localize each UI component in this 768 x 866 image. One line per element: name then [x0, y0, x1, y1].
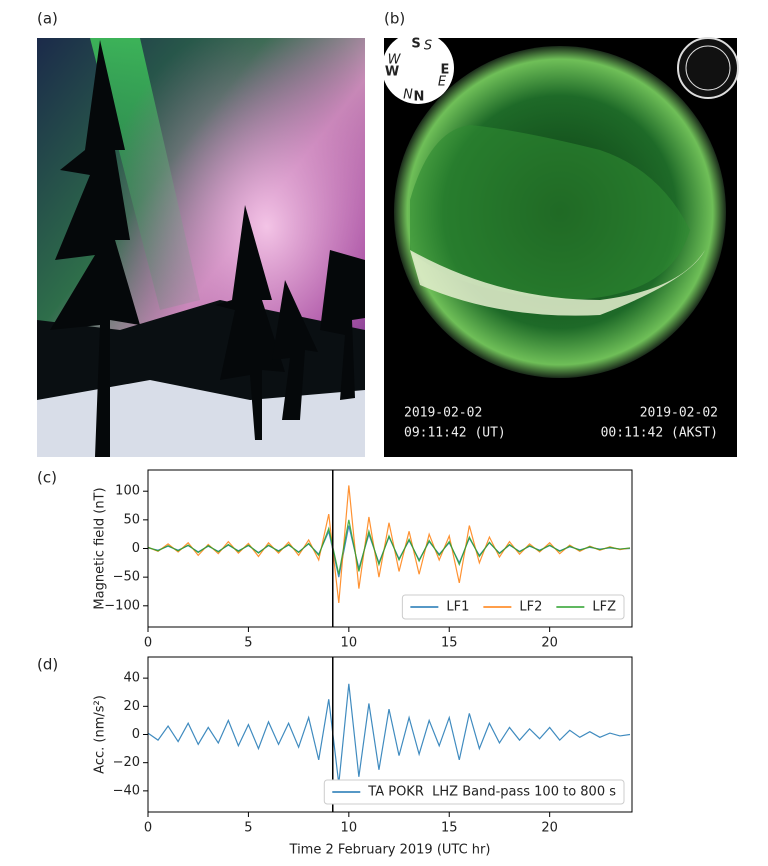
series-line: [148, 485, 631, 603]
compass-letter: S: [424, 39, 432, 54]
axes-frame: [147, 656, 633, 813]
y-tick-label: 0: [132, 727, 140, 742]
legend-label: LFZ: [592, 600, 616, 615]
y-tick-label: 100: [115, 484, 140, 499]
y-tick-label: −40: [113, 783, 140, 798]
x-tick-label: 20: [541, 821, 558, 836]
y-axis-label: Magnetic field (nT): [93, 487, 108, 609]
series-line: [148, 683, 631, 784]
x-tick-label: 20: [541, 636, 558, 651]
legend-box: [323, 779, 625, 805]
legend: LF1 LF2 LFZ: [401, 594, 625, 620]
compass-letter: W: [388, 53, 402, 68]
panel-label: (c): [37, 469, 57, 487]
compass-letter: W: [385, 65, 399, 80]
y-tick-label: 40: [123, 671, 140, 686]
x-tick-label: 5: [244, 821, 252, 836]
compass-letter: N: [414, 90, 425, 105]
compass-letter: E: [438, 75, 447, 90]
legend-label: LF1: [446, 600, 469, 615]
y-tick-label: 0: [132, 541, 140, 556]
compass-letter: S: [411, 37, 420, 52]
panel-label: (a): [37, 10, 58, 28]
timestamp: 00:11:42 (AKST): [601, 426, 718, 441]
compass-letter: N: [403, 88, 413, 103]
y-tick-label: −50: [113, 570, 140, 585]
timestamp: 09:11:42 (UT): [404, 426, 506, 441]
compass-letter: E: [441, 63, 450, 78]
legend-box: [401, 594, 625, 620]
x-tick-label: 10: [341, 636, 358, 651]
aurora-photo: [37, 38, 365, 457]
legend: TA POKR LHZ Band-pass 100 to 800 s: [323, 779, 625, 805]
panel-label: (d): [37, 656, 58, 674]
timestamp: 2019-02-02: [404, 406, 482, 421]
series-line: [148, 519, 631, 575]
x-tick-label: 15: [441, 636, 458, 651]
x-tick-label: 10: [341, 821, 358, 836]
axes-frame: [147, 469, 633, 628]
y-tick-label: −20: [113, 755, 140, 770]
y-axis-label: Acc. (nm/s²): [93, 695, 108, 774]
y-tick-label: 20: [123, 699, 140, 714]
timestamp: 2019-02-02: [640, 406, 718, 421]
x-tick-label: 0: [144, 821, 152, 836]
x-axis-label: Time 2 February 2019 (UTC hr): [289, 843, 491, 858]
legend-label: TA POKR LHZ Band-pass 100 to 800 s: [367, 785, 616, 800]
x-tick-label: 15: [441, 821, 458, 836]
panel-label: (b): [384, 10, 405, 28]
allsky-image: [382, 32, 739, 457]
legend-label: LF2: [519, 600, 542, 615]
x-tick-label: 5: [244, 636, 252, 651]
x-tick-label: 0: [144, 636, 152, 651]
y-tick-label: 50: [123, 512, 140, 527]
compass: S S W W E E N N: [385, 37, 450, 105]
y-tick-label: −100: [104, 598, 140, 613]
